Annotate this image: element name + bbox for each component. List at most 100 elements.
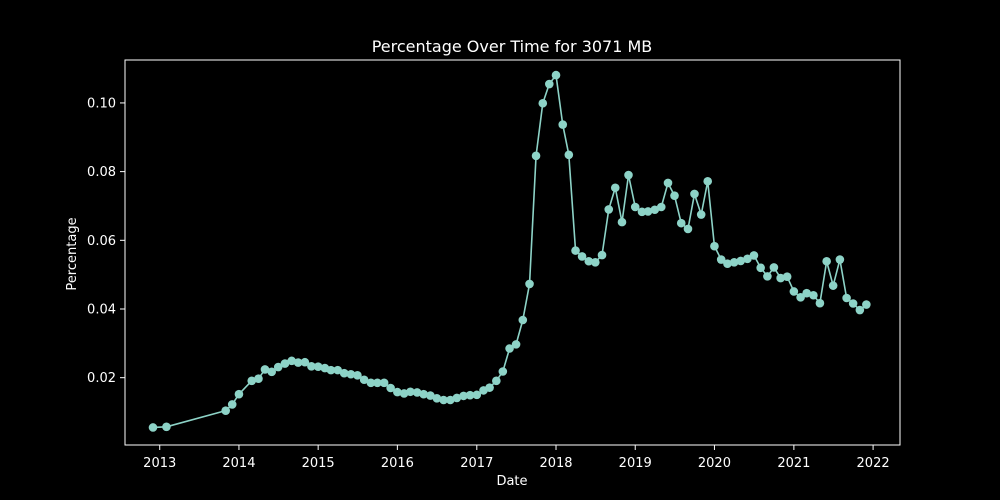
data-point [716, 255, 726, 264]
data-point [465, 390, 475, 400]
data-point [656, 202, 666, 212]
data-point [234, 389, 244, 399]
data-point [577, 252, 587, 261]
data-point [379, 378, 389, 388]
x-tick-label: 2016 [381, 456, 414, 471]
data-point [452, 393, 462, 403]
data-point [472, 390, 482, 400]
data-point [769, 263, 779, 272]
data-point [293, 358, 303, 367]
data-point [736, 256, 745, 266]
data-point [828, 281, 838, 290]
data-point [584, 256, 594, 266]
data-point [643, 207, 653, 216]
x-tick-label: 2017 [460, 456, 493, 471]
data-point [756, 263, 765, 273]
data-point [406, 387, 415, 397]
data-point [518, 315, 528, 325]
data-point [307, 362, 316, 371]
data-point [359, 375, 369, 385]
data-point [696, 210, 706, 219]
data-point [637, 207, 647, 217]
plot-frame [124, 59, 901, 446]
data-point [162, 422, 171, 432]
data-point [412, 388, 422, 397]
data-point [544, 79, 554, 89]
data-point [591, 257, 600, 267]
y-tick-label: 0.02 [87, 371, 116, 386]
y-tick-label: 0.10 [87, 96, 116, 111]
data-point [848, 299, 858, 308]
data-point [624, 170, 633, 180]
data-point [842, 293, 851, 303]
data-point [339, 368, 349, 378]
chart-title: Percentage Over Time for 3071 MB [372, 37, 653, 56]
x-tick-label: 2013 [143, 456, 176, 471]
data-point [815, 298, 825, 308]
data-point [835, 255, 845, 264]
series-line [152, 74, 867, 429]
data-point [564, 150, 574, 160]
data-point [393, 387, 402, 397]
data-point [373, 378, 382, 388]
data-point [749, 251, 759, 260]
data-point [254, 374, 263, 384]
data-point [743, 254, 752, 264]
data-point [551, 70, 561, 80]
data-point [492, 376, 501, 386]
data-point [280, 359, 290, 368]
y-tick-label: 0.04 [87, 302, 116, 317]
data-point [538, 98, 548, 108]
data-point [782, 272, 792, 282]
y-axis-label: Percentage [65, 217, 80, 290]
data-point [789, 287, 799, 296]
data-point [273, 362, 283, 372]
x-tick-label: 2020 [698, 456, 731, 471]
x-tick-label: 2014 [222, 456, 255, 471]
data-point [809, 290, 818, 300]
data-point [610, 183, 620, 193]
data-point [313, 362, 323, 371]
data-point [426, 391, 435, 400]
data-point [683, 224, 693, 234]
data-point [597, 250, 607, 260]
data-point [446, 395, 455, 405]
x-tick-label: 2018 [539, 456, 572, 471]
data-point [287, 356, 296, 366]
data-point [776, 273, 785, 283]
data-point [366, 378, 376, 388]
data-point [670, 191, 679, 200]
data-point [650, 205, 660, 215]
data-point [690, 189, 699, 199]
data-point [267, 367, 277, 377]
data-point [260, 365, 270, 374]
data-point [729, 257, 739, 267]
data-point [439, 395, 448, 405]
data-point [498, 367, 508, 376]
data-point [353, 370, 362, 380]
data-point [148, 423, 158, 432]
data-point [703, 176, 713, 186]
data-point [333, 365, 342, 375]
data-point [763, 272, 772, 281]
data-point [485, 383, 494, 392]
data-point [227, 400, 237, 409]
data-point [558, 120, 568, 129]
data-point [525, 279, 534, 289]
data-point [710, 241, 719, 251]
data-point [663, 178, 673, 188]
y-axis-ticks: 0.02 0.04 0.06 0.08 0.10 [87, 96, 125, 386]
x-axis-ticks: 2013 2014 2015 2016 2017 2018 2019 2020 2021 2022 [143, 445, 890, 471]
data-point [386, 383, 395, 393]
x-tick-label: 2019 [619, 456, 652, 471]
series-layer [148, 70, 871, 432]
x-tick-label: 2022 [857, 456, 890, 471]
data-point [459, 391, 468, 401]
data-point [346, 369, 356, 379]
x-axis-label: Date [496, 474, 527, 489]
data-point [822, 256, 831, 266]
y-tick-label: 0.08 [87, 165, 116, 180]
data-point [326, 365, 336, 375]
